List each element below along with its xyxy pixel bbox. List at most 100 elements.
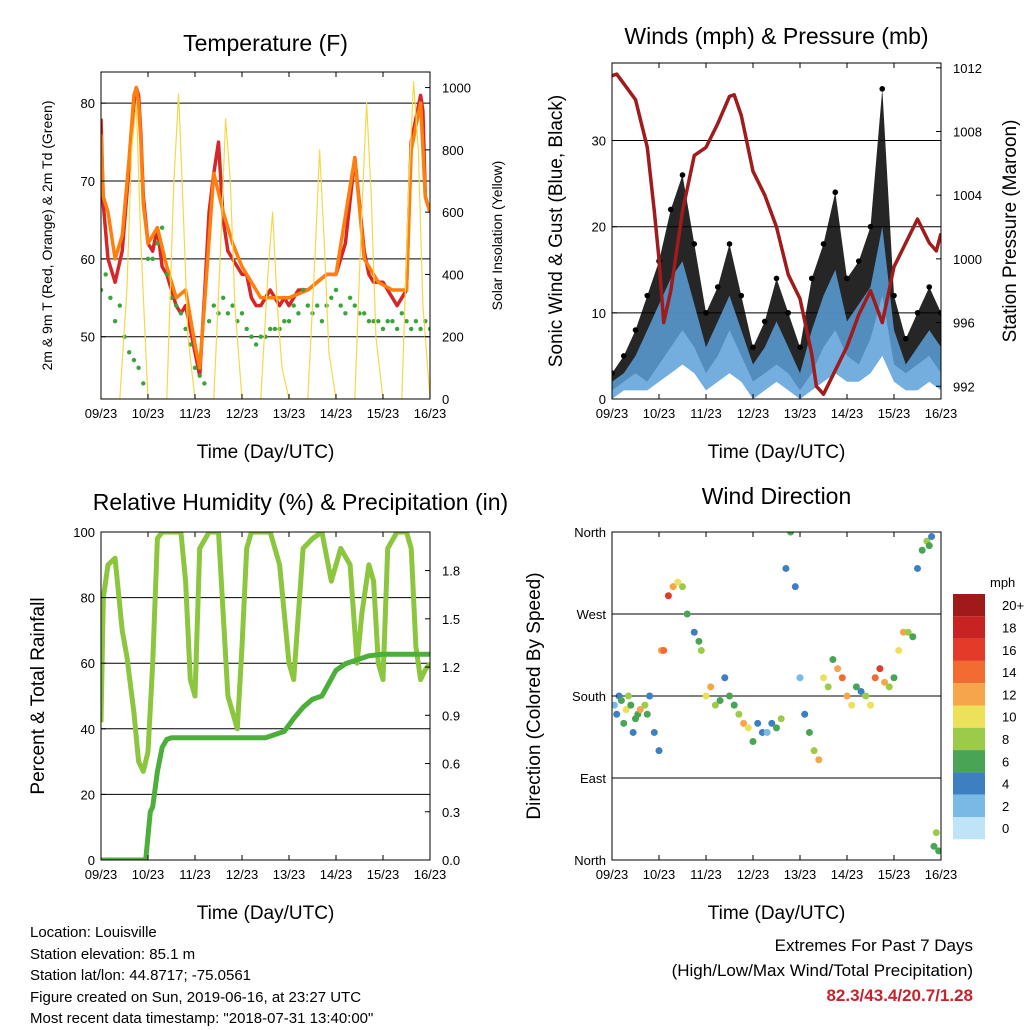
y2-tick-label: 200 (442, 330, 464, 345)
direction-point (646, 692, 654, 700)
chart-title: Temperature (F) (183, 30, 348, 56)
x-tick-label: 15/23 (878, 867, 911, 882)
series-point (343, 311, 348, 316)
series-point (112, 318, 118, 324)
direction-point (834, 665, 842, 673)
direction-point (932, 829, 940, 837)
x-tick-label: 14/23 (320, 406, 353, 421)
x-tick-label: 14/23 (831, 406, 864, 421)
gust-point (679, 172, 686, 178)
direction-point (782, 564, 790, 572)
direction-point (735, 710, 743, 718)
x-tick-label: 10/23 (643, 406, 676, 421)
direction-point (636, 706, 644, 714)
gust-point (867, 223, 874, 230)
direction-point (852, 683, 860, 691)
direction-point (702, 692, 710, 700)
x-tick-label: 09/23 (85, 867, 118, 882)
direction-point (935, 847, 941, 855)
x-tick-label: 12/23 (226, 406, 259, 421)
direction-point (612, 701, 618, 709)
x-tick-label: 09/23 (596, 406, 629, 421)
y2-tick-label: 1.2 (442, 660, 460, 675)
direction-point (777, 715, 785, 723)
direction-point (655, 747, 663, 755)
series-point (249, 334, 254, 339)
gust-point (820, 241, 827, 247)
series-point (225, 311, 231, 316)
direction-point (890, 674, 898, 682)
series-point (296, 311, 301, 316)
colorbar-label: 18 (1002, 620, 1016, 635)
gust-point (750, 344, 756, 351)
gust-point (808, 275, 815, 282)
y-tick-label: 80 (81, 96, 95, 111)
direction-point (838, 674, 846, 682)
y2-tick-label: 0.0 (442, 853, 460, 868)
y2-tick-label: 1000 (953, 252, 982, 267)
colorbar-label: 6 (1002, 754, 1009, 769)
series-point (155, 241, 160, 246)
gust-point (644, 292, 651, 299)
series-point (404, 318, 409, 324)
x-tick-label: 16/23 (925, 406, 958, 421)
series-point (427, 326, 430, 332)
x-axis-title: Time (Day/UTC) (708, 442, 846, 463)
colorbar-label: 16 (1002, 643, 1016, 658)
gust-point (726, 241, 733, 247)
direction-point (820, 674, 827, 682)
figure-created: Figure created on Sun, 2019-06-16, at 23… (30, 988, 362, 1006)
x-tick-label: 12/23 (737, 406, 770, 421)
colorbar-label: 0 (1002, 821, 1009, 836)
direction-point (744, 724, 752, 732)
direction-point (669, 583, 677, 591)
direction-point (749, 738, 757, 746)
series-point (385, 318, 390, 324)
y-tick-label: 60 (81, 252, 95, 267)
direction-point (707, 683, 715, 691)
series-point (178, 311, 184, 316)
gust-point (632, 327, 639, 333)
direction-point (679, 583, 686, 591)
chart-title: Wind Direction (702, 483, 852, 509)
gust-point (926, 284, 933, 290)
series-point (216, 311, 221, 316)
series-point (117, 303, 123, 308)
direction-point (925, 542, 933, 550)
gust-point (714, 284, 721, 290)
series-point (101, 287, 104, 293)
colorbar-label: 14 (1002, 665, 1016, 680)
y-tick-label: 10 (592, 306, 606, 321)
y-tick-label: 0 (88, 853, 95, 868)
direction-point (683, 610, 691, 618)
direction-point (867, 701, 874, 709)
direction-point (885, 683, 893, 691)
direction-point (754, 719, 762, 727)
series-point (366, 318, 372, 324)
y2-axis-title: Solar Insolation (Yellow) (489, 161, 505, 311)
series-point (413, 318, 419, 324)
direction-point (617, 697, 625, 705)
series-point (131, 357, 137, 363)
chart-wind_direction: 09/23 10/23 11/23 12/23 13/23 14/23 15/23 16/23… (524, 483, 1024, 924)
x-tick-label: 10/23 (132, 406, 165, 421)
y2-tick-label: 0 (442, 392, 449, 407)
gust-point (738, 292, 745, 299)
series-point (202, 381, 207, 386)
y-tick-label: 0 (599, 392, 606, 407)
gust-point (938, 310, 941, 316)
series-point (376, 318, 381, 324)
colorbar-label: 8 (1002, 732, 1009, 747)
x-tick-label: 14/23 (831, 867, 864, 882)
x-tick-label: 15/23 (367, 406, 400, 421)
series-point (315, 303, 320, 308)
series-line-0 (101, 532, 430, 774)
plot-frame (100, 71, 431, 400)
direction-point (787, 532, 795, 536)
x-tick-label: 11/23 (179, 867, 211, 882)
direction-point (716, 697, 724, 705)
direction-point (763, 728, 771, 736)
y2-tick-label: 0.6 (442, 757, 460, 772)
x-tick-label: 12/23 (226, 867, 259, 882)
